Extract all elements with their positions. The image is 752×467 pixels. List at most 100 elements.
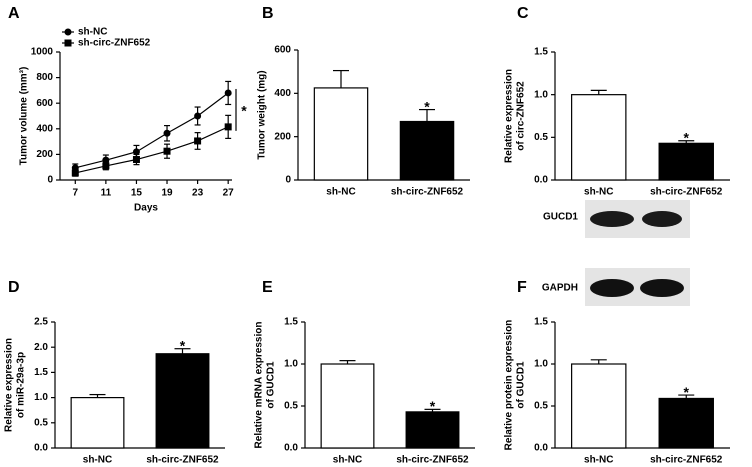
- legend-label: sh-circ-ZNF652: [78, 38, 151, 49]
- x-tick-label: 19: [161, 188, 173, 199]
- significance-mark: *: [180, 337, 186, 353]
- y-tick-label: 0.5: [534, 401, 548, 412]
- series-line: [75, 126, 229, 174]
- significance-mark: *: [684, 384, 690, 400]
- y-tick-label: 0.0: [284, 443, 298, 454]
- x-tick-label: 7: [73, 188, 79, 199]
- bar: [320, 363, 375, 449]
- bar: [399, 120, 455, 181]
- panel-label: A: [8, 5, 20, 22]
- x-tick-label: sh-circ-ZNF652: [391, 187, 464, 198]
- y-axis-label: Relative expression: [504, 69, 515, 163]
- x-tick-label: sh-circ-ZNF652: [146, 455, 219, 466]
- blot-band: [640, 279, 684, 297]
- bar: [571, 363, 627, 449]
- y-tick-label: 0: [285, 175, 291, 186]
- x-tick-label: sh-circ-ZNF652: [396, 455, 469, 466]
- significance-mark: *: [684, 129, 690, 145]
- y-tick-label: 1.0: [534, 359, 548, 370]
- y-tick-label: 600: [36, 98, 53, 109]
- y-tick-label: 1.5: [34, 367, 48, 378]
- y-tick-label: 1.5: [534, 47, 548, 58]
- series-line: [75, 92, 229, 169]
- blot-label: GUCD1: [543, 212, 578, 223]
- marker: [163, 147, 171, 155]
- x-axis-label: Days: [134, 203, 158, 214]
- y-tick-label: 1.0: [34, 392, 48, 403]
- y-tick-label: 1.5: [534, 317, 548, 328]
- y-tick-label: 0.5: [534, 132, 548, 143]
- y-tick-label: 1.0: [284, 359, 298, 370]
- x-tick-label: 23: [192, 188, 204, 199]
- bar: [658, 142, 714, 181]
- marker: [224, 89, 232, 97]
- x-tick-label: sh-NC: [584, 187, 613, 198]
- blot-band: [590, 279, 634, 297]
- y-tick-label: 600: [274, 45, 291, 56]
- western-blot: GUCD1 GAPDH: [542, 200, 690, 306]
- y-tick-label: 0.0: [534, 175, 548, 186]
- y-axis-label: of miR-29a-3p: [16, 352, 27, 418]
- panel-label: E: [262, 279, 273, 296]
- bar: [70, 397, 125, 449]
- y-tick-label: 1.0: [534, 89, 548, 100]
- y-tick-label: 0.5: [284, 401, 298, 412]
- legend-marker: [64, 39, 72, 47]
- marker: [224, 123, 232, 131]
- x-tick-label: 15: [131, 188, 143, 199]
- legend-label: sh-NC: [78, 27, 107, 38]
- y-tick-label: 1.5: [284, 317, 298, 328]
- x-tick-label: sh-NC: [326, 187, 355, 198]
- y-axis-label: Relative expression: [4, 338, 15, 432]
- blot-label: GAPDH: [542, 283, 578, 294]
- marker: [194, 137, 202, 145]
- bar: [405, 411, 460, 449]
- y-tick-label: 800: [36, 72, 53, 83]
- y-axis-label: Relative mRNA expression: [254, 322, 265, 449]
- significance-mark: *: [430, 398, 436, 414]
- y-tick-label: 0.0: [534, 443, 548, 454]
- x-tick-label: sh-NC: [83, 455, 112, 466]
- y-tick-label: 0.0: [34, 443, 48, 454]
- y-axis-label: of circ-ZNF652: [516, 81, 527, 151]
- y-tick-label: 0.5: [34, 417, 48, 428]
- panel-label: F: [517, 279, 527, 296]
- x-tick-label: 27: [223, 188, 235, 199]
- x-tick-label: 11: [101, 188, 112, 199]
- legend-marker: [64, 28, 72, 36]
- marker: [132, 156, 140, 164]
- bar: [155, 353, 210, 449]
- x-tick-label: sh-circ-ZNF652: [650, 455, 723, 466]
- x-tick-label: sh-NC: [333, 455, 362, 466]
- bar: [658, 397, 714, 449]
- y-tick-label: 1000: [31, 47, 54, 58]
- y-axis-label: of GUCD1: [266, 361, 277, 409]
- x-tick-label: sh-circ-ZNF652: [650, 187, 723, 198]
- significance-mark: *: [241, 103, 247, 119]
- y-tick-label: 400: [274, 88, 291, 99]
- y-tick-label: 400: [36, 123, 53, 134]
- y-tick-label: 2.0: [34, 342, 48, 353]
- x-tick-label: sh-NC: [584, 455, 613, 466]
- y-axis-label: Relative protein expression: [504, 320, 515, 451]
- y-axis-label: of GUCD1: [516, 361, 527, 409]
- panel-label: D: [8, 279, 20, 296]
- y-tick-label: 2.5: [34, 317, 48, 328]
- y-axis-label: Tumor volume (mm³): [19, 67, 30, 166]
- y-tick-label: 200: [36, 149, 53, 160]
- marker: [163, 129, 171, 137]
- significance-mark: *: [424, 98, 430, 114]
- y-tick-label: 200: [274, 131, 291, 142]
- panel-label: C: [517, 5, 529, 22]
- marker: [132, 148, 140, 156]
- blot-band: [642, 211, 682, 227]
- bar: [313, 87, 369, 181]
- y-tick-label: 0: [47, 175, 53, 186]
- bar: [571, 94, 627, 181]
- blot-band: [590, 211, 634, 227]
- y-axis-label: Tumor weight (mg): [257, 70, 268, 159]
- marker: [102, 162, 110, 170]
- marker: [71, 169, 79, 177]
- panel-label: B: [262, 5, 274, 22]
